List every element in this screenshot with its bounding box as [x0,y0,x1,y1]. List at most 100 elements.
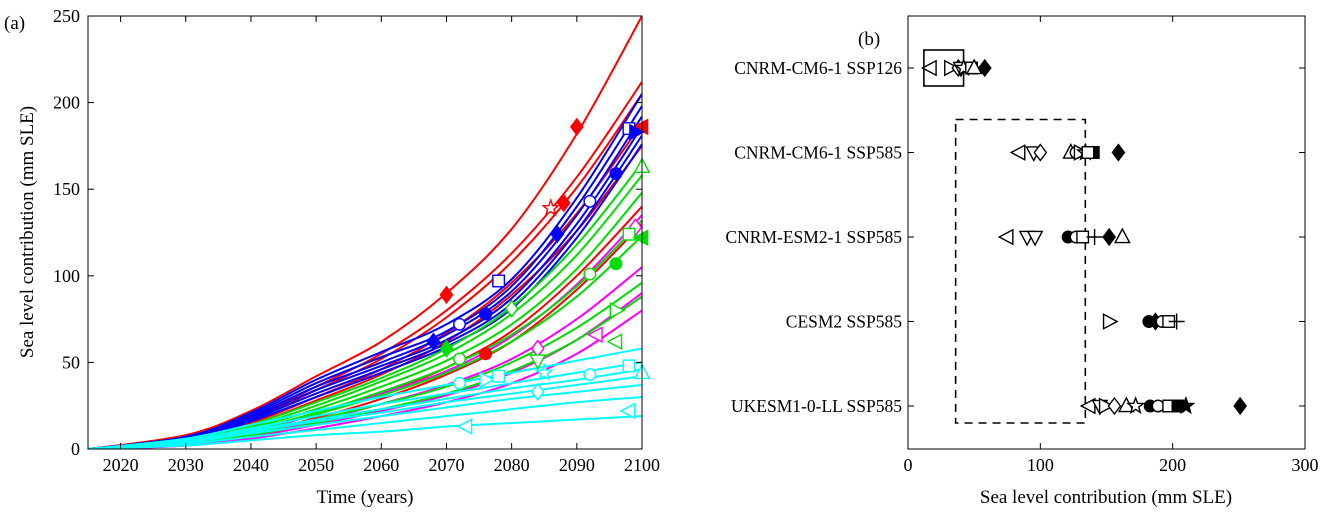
data-marker-blue-circle-9 [583,194,597,208]
data-marker-blue-circle-8 [453,317,466,331]
panel-b-points [921,58,1248,416]
panel-a-x-axis-label: Time (years) [317,487,414,508]
point-triangle-up-6 [965,58,983,75]
panel-a-x-ticks: 2020 2030 2040 2050 2060 2070 2080 2090 2100 [103,16,660,475]
x-tick-label-2070: 2070 [428,455,464,475]
data-marker-cyan-circle-34 [583,368,597,381]
b-x-tick-label-200: 200 [1159,455,1186,475]
series-line-cyan-24 [88,347,642,449]
x-tick-label-2100: 2100 [624,455,660,475]
data-marker-cyan-diamond-31 [530,382,545,402]
data-marker-red-diamond-1 [569,117,584,137]
panel-b-axes-box [907,15,1306,450]
point-star-43 [1176,396,1196,415]
x-tick-label-2080: 2080 [494,455,530,475]
data-marker-cyan-circle-37 [453,376,466,390]
point-diamond-17 [1111,143,1126,162]
data-marker-red-star-3 [541,198,561,217]
point-diamond-25 [1102,227,1117,247]
data-marker-green-circle-28 [583,267,597,281]
series-line-red-2 [88,93,642,449]
point-plus-24 [1086,229,1103,245]
panel-a-label: (a) [4,13,25,34]
data-marker-magenta-triangle-left-16 [586,326,603,344]
series-line-cyan-30 [88,415,642,449]
series-line-cyan-28 [88,383,642,449]
category-label-0: CNRM-CM6-1 SSP126 [734,58,902,78]
box-dashed-1 [954,118,1087,424]
data-marker-green-triangle-right-21 [609,302,626,319]
category-label-2: CNRM-ESM2-1 SSP585 [725,227,902,247]
panel-b-x-axis-label: Sea level contribution (mm SLE) [980,487,1232,508]
panel-b-y-ticks: CNRM-CM6-1 SSP126 CNRM-CM6-1 SSP585 CNRM-E… [725,58,1305,416]
panel-a-axes-box [87,15,643,450]
point-diamond-10 [1033,143,1048,162]
x-tick-label-2090: 2090 [559,455,595,475]
data-marker-green-circle-23 [609,257,623,271]
b-x-tick-label-100: 100 [1027,455,1054,475]
y-tick-label-50: 50 [62,352,80,372]
series-line-blue-7 [88,93,642,449]
panel-b-x-ticks: 0 100 200 300 [904,16,1319,475]
data-marker-blue-diamond-14 [550,225,565,244]
y-tick-label-150: 150 [53,179,80,199]
point-square-16 [1081,146,1095,159]
x-tick-label-2060: 2060 [363,455,399,475]
data-marker-blue-diamond-13 [426,332,441,351]
point-triangle-right-27 [1102,313,1119,330]
point-star-38 [1126,396,1146,415]
point-diamond-44 [1233,396,1248,416]
data-marker-red-circle-5 [479,347,493,361]
panel-a-series-lines [88,16,642,449]
series-line-red-0 [88,16,642,449]
data-marker-blue-circle-11 [479,307,493,321]
data-marker-blue-triangle-right-12 [629,123,645,141]
series-line-green-21 [88,235,642,449]
data-marker-red-diamond-0 [439,285,454,305]
b-x-tick-label-300: 300 [1292,455,1319,475]
panel-a-y-axis-label: Sea level contribution (mm SLE) [17,106,38,358]
data-marker-green-triangle-left-26 [632,229,649,247]
point-diamond-36 [1107,396,1122,416]
x-tick-label-2020: 2020 [103,455,139,475]
panel-b-label: (b) [858,29,880,50]
data-marker-green-square-19 [622,227,636,241]
point-plus-32 [1168,313,1185,330]
point-triangle-down-20 [1026,230,1044,247]
x-tick-label-2040: 2040 [233,455,269,475]
data-marker-green-triangle-down-20 [529,354,547,371]
data-marker-green-diamond-25 [439,339,454,358]
y-tick-label-0: 0 [71,439,80,459]
panel-a-markers [426,117,651,435]
point-triangle-left-0 [921,59,937,77]
point-triangle-left-18 [997,228,1014,246]
x-tick-label-2030: 2030 [168,455,204,475]
data-marker-green-circle-24 [453,352,466,366]
series-line-cyan-29 [88,396,642,449]
panel-b: (b) 0 100 200 300 CNRM-CM6-1 SSP126CNRM-CM6… [725,15,1319,508]
series-line-blue-8 [88,105,642,449]
y-tick-label-250: 250 [53,6,80,26]
data-marker-cyan-triangle-left-29 [456,418,473,435]
data-marker-cyan-square-36 [492,369,506,383]
y-tick-label-100: 100 [53,266,80,286]
category-label-4: UKESM1-0-LL SSP585 [731,396,902,416]
data-marker-cyan-triangle-left-30 [619,402,636,420]
data-marker-blue-circle-10 [609,167,623,181]
point-circle-40 [1151,399,1165,413]
data-marker-red-diamond-2 [556,193,571,213]
panel-a: (a) 2020 2030 2040 2050 2060 2070 2080 2090 2100… [4,6,660,508]
data-marker-cyan-star-38 [534,362,554,381]
point-triangle-right-35 [1098,397,1115,415]
y-tick-label-200: 200 [53,93,80,113]
data-marker-blue-square-6 [492,274,506,288]
point-triangle-left-8 [1009,144,1026,161]
data-marker-cyan-triangle-right-35 [479,371,496,389]
b-x-tick-label-0: 0 [904,455,913,475]
data-marker-cyan-square-32 [622,359,636,373]
category-label-1: CNRM-CM6-1 SSP585 [734,143,902,163]
x-tick-label-2050: 2050 [298,455,334,475]
data-marker-green-triangle-left-22 [606,333,623,350]
